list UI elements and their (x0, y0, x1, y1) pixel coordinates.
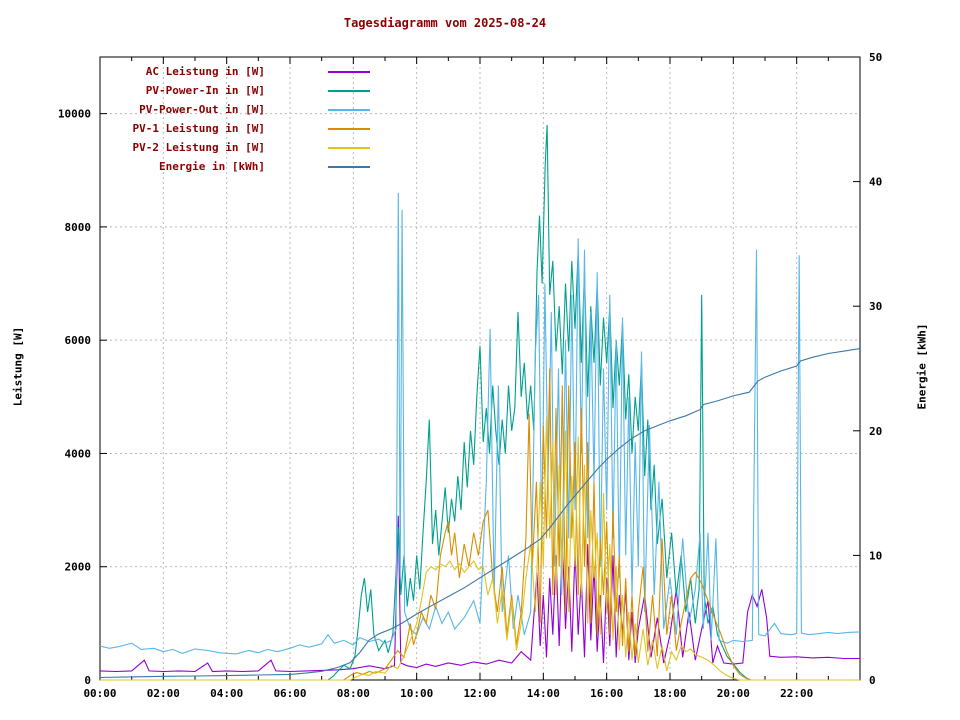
y-right-tick-label: 50 (869, 51, 882, 64)
x-tick-label: 00:00 (83, 687, 116, 700)
y-left-tick-label: 10000 (58, 108, 91, 121)
x-tick-label: 16:00 (590, 687, 623, 700)
y-left-tick-label: 2000 (65, 561, 92, 574)
x-tick-label: 20:00 (717, 687, 750, 700)
x-tick-label: 08:00 (337, 687, 370, 700)
y-right-tick-label: 30 (869, 300, 882, 313)
y-right-tick-label: 20 (869, 425, 882, 438)
legend-item-pv-power-in: PV-Power-In in [W] (113, 81, 370, 100)
x-tick-label: 12:00 (463, 687, 496, 700)
legend-line-sample (328, 70, 370, 73)
legend-label: PV-Power-Out in [W] (139, 103, 265, 116)
legend-line-sample (328, 146, 370, 149)
legend-line-sample (328, 89, 370, 92)
x-tick-label: 18:00 (653, 687, 686, 700)
series-line-pv-1-leistung-in-w (100, 368, 860, 681)
legend-label: PV-Power-In in [W] (145, 84, 265, 97)
y-left-tick-label: 6000 (65, 334, 92, 347)
x-tick-label: 04:00 (210, 687, 243, 700)
legend-label: PV-2 Leistung in [W] (132, 141, 265, 154)
legend-item-pv1: PV-1 Leistung in [W] (113, 119, 370, 138)
legend-label: PV-1 Leistung in [W] (132, 122, 265, 135)
legend-line-sample (328, 127, 370, 130)
y-right-tick-label: 10 (869, 549, 882, 562)
series-line-ac-leistung-in-w (99, 515, 860, 673)
legend-line-sample (328, 165, 370, 168)
legend-item-ac: AC Leistung in [W] (113, 62, 370, 81)
legend-label: Energie in [kWh] (159, 160, 265, 173)
x-tick-label: 06:00 (273, 687, 306, 700)
x-tick-label: 02:00 (147, 687, 180, 700)
y-left-tick-label: 4000 (65, 447, 92, 460)
legend-line-sample (328, 108, 370, 111)
x-tick-label: 14:00 (527, 687, 560, 700)
legend: AC Leistung in [W] PV-Power-In in [W] PV… (113, 62, 370, 176)
y-left-tick-label: 0 (84, 674, 91, 687)
series-line-pv-2-leistung-in-w (100, 416, 860, 681)
x-tick-label: 10:00 (400, 687, 433, 700)
x-tick-label: 22:00 (780, 687, 813, 700)
y-right-tick-label: 40 (869, 176, 882, 189)
chart-title: Tagesdiagramm vom 2025-08-24 (343, 16, 547, 30)
y-right-tick-label: 0 (869, 674, 876, 687)
series-line-pv-power-out-in-w (99, 192, 861, 655)
legend-item-pv2: PV-2 Leistung in [W] (113, 138, 370, 157)
series-line-energie-in-kwh (99, 348, 861, 679)
legend-item-energie: Energie in [kWh] (113, 157, 370, 176)
legend-item-pv-power-out: PV-Power-Out in [W] (113, 100, 370, 119)
y-left-tick-label: 8000 (65, 221, 92, 234)
legend-label: AC Leistung in [W] (145, 65, 265, 78)
